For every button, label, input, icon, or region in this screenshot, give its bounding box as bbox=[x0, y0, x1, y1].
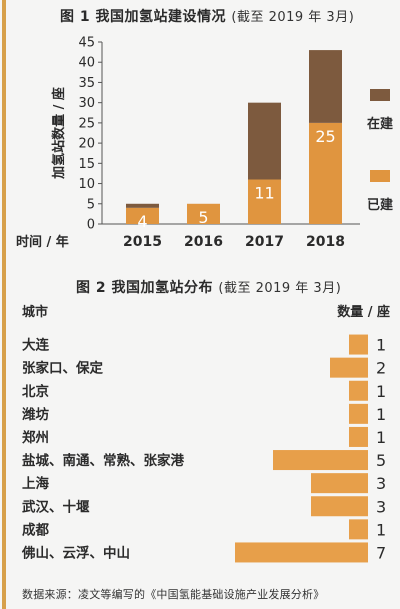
x-axis-label: 时间 / 年 bbox=[16, 234, 69, 250]
city-count-label: 1 bbox=[376, 405, 386, 424]
city-bar bbox=[235, 542, 368, 563]
city-label: 武汉、十堰 bbox=[22, 498, 90, 515]
y-tick-label: 35 bbox=[78, 76, 95, 91]
city-bar bbox=[330, 357, 368, 378]
legend-swatch-built bbox=[370, 170, 390, 182]
bar-data-label: 11 bbox=[254, 184, 274, 203]
under-construction-bar bbox=[248, 102, 281, 180]
y-axis-label: 加氢站数量 / 座 bbox=[51, 87, 67, 180]
city-count-label: 3 bbox=[376, 497, 386, 516]
chart2-title-sub: (截至 2019 年 3月) bbox=[218, 281, 342, 296]
x-tick-label: 2018 bbox=[306, 234, 345, 250]
under-construction-bar bbox=[309, 50, 342, 123]
city-column-header: 城市 bbox=[22, 304, 48, 320]
city-count-label: 7 bbox=[376, 543, 386, 562]
city-label: 潍坊 bbox=[22, 406, 49, 423]
y-tick-label: 25 bbox=[78, 116, 95, 131]
under-construction-bar bbox=[126, 203, 159, 208]
city-count-label: 1 bbox=[376, 336, 386, 355]
city-label: 郑州 bbox=[22, 429, 49, 446]
data-source: 数据来源：凌文等编写的《中国氢能基础设施产业发展分析》 bbox=[22, 588, 325, 601]
city-label: 北京 bbox=[22, 383, 49, 400]
legend-label-built: 已建 bbox=[367, 197, 393, 213]
x-tick-label: 2017 bbox=[245, 234, 284, 250]
legend-swatch-under-construction bbox=[370, 89, 390, 101]
city-label: 成都 bbox=[22, 521, 49, 538]
city-label: 大连 bbox=[22, 337, 49, 354]
chart2-title: 图 2 我国加氢站分布 (截至 2019 年 3月) bbox=[76, 277, 341, 297]
y-tick-label: 45 bbox=[78, 36, 95, 51]
legend-label-under-construction: 在建 bbox=[367, 116, 393, 132]
city-count-label: 1 bbox=[376, 428, 386, 447]
city-count-label: 1 bbox=[376, 382, 386, 401]
y-tick-label: 10 bbox=[78, 177, 95, 192]
city-bar bbox=[349, 426, 368, 447]
chart1-title-sub: (截至 2019 年 3月) bbox=[231, 10, 355, 25]
bar-data-label: 25 bbox=[315, 127, 335, 146]
distribution-chart: 城市 数量 / 座大连 1 张家口、保定 2 北京 1 潍坊 1 郑州 1 盐城、南通、常熟、张家港 5… bbox=[21, 304, 390, 563]
city-label: 上海 bbox=[22, 475, 49, 492]
construction-chart: 0 5 10 15 20 25 30 35 40 45 加氢站数量 / 座 4 2015 5 2016 11 2… bbox=[16, 36, 393, 251]
y-tick-label: 20 bbox=[78, 137, 95, 152]
chart1-title-main: 图 1 我国加氢站建设情况 bbox=[60, 9, 226, 25]
y-tick-label: 0 bbox=[87, 218, 95, 233]
built-bar bbox=[187, 203, 220, 224]
city-label: 张家口、保定 bbox=[22, 360, 103, 377]
city-bar bbox=[349, 403, 368, 424]
city-count-label: 5 bbox=[376, 451, 386, 470]
x-tick-label: 2016 bbox=[184, 234, 223, 250]
bar-data-label: 4 bbox=[137, 212, 147, 231]
city-label: 盐城、南通、常熟、张家港 bbox=[22, 452, 184, 469]
accent-rule bbox=[2, 0, 6, 609]
y-tick-label: 30 bbox=[78, 96, 95, 111]
city-bar bbox=[273, 450, 368, 471]
city-bar bbox=[349, 380, 368, 401]
city-bar bbox=[349, 334, 368, 355]
count-column-header: 数量 / 座 bbox=[337, 304, 390, 320]
city-bar bbox=[311, 473, 368, 494]
y-tick-label: 15 bbox=[78, 157, 95, 172]
city-bar bbox=[311, 496, 368, 517]
x-tick-label: 2015 bbox=[123, 234, 162, 250]
city-label: 佛山、云浮、中山 bbox=[21, 544, 130, 561]
city-count-label: 3 bbox=[376, 474, 386, 493]
y-tick-label: 40 bbox=[78, 56, 95, 71]
built-bar bbox=[309, 122, 342, 224]
bar-data-label: 5 bbox=[198, 208, 208, 227]
city-bar bbox=[349, 519, 368, 540]
city-count-label: 1 bbox=[376, 520, 386, 539]
built-bar bbox=[126, 207, 159, 224]
city-count-label: 2 bbox=[376, 359, 386, 378]
chart2-title-main: 图 2 我国加氢站分布 bbox=[76, 280, 213, 296]
built-bar bbox=[248, 179, 281, 224]
chart1-title: 图 1 我国加氢站建设情况 (截至 2019 年 3月) bbox=[60, 6, 354, 26]
y-tick-label: 5 bbox=[87, 197, 95, 212]
